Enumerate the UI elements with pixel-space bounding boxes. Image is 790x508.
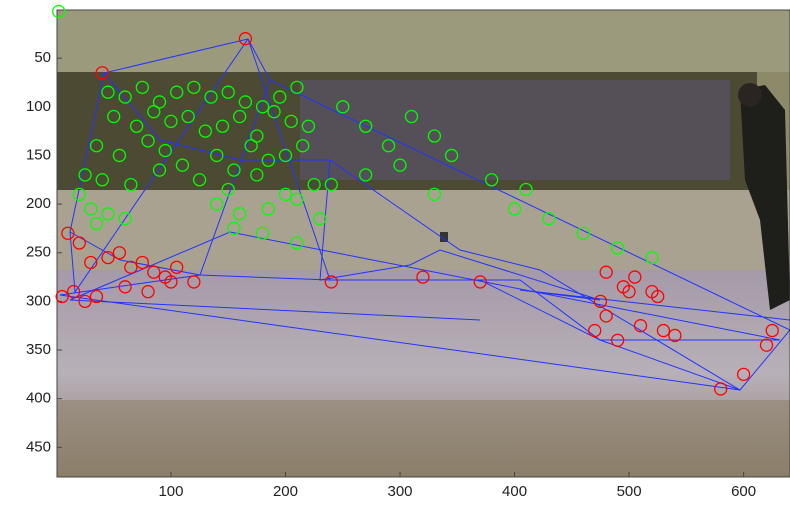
y-tick-label: 300 bbox=[26, 292, 51, 309]
x-tick-label: 200 bbox=[273, 483, 298, 500]
y-tick-label: 450 bbox=[26, 438, 51, 455]
background-image bbox=[57, 10, 790, 477]
x-tick-label: 500 bbox=[617, 483, 642, 500]
y-tick-label: 350 bbox=[26, 341, 51, 358]
y-tick-label: 250 bbox=[26, 244, 51, 261]
chart: 100 200 300 400 500 600 50 100 150 200 250 300 350 40… bbox=[0, 0, 790, 508]
x-tick-label: 300 bbox=[388, 483, 413, 500]
x-tick-label: 100 bbox=[158, 483, 183, 500]
y-tick-label: 400 bbox=[26, 390, 51, 407]
y-tick-label: 50 bbox=[34, 49, 51, 66]
y-tick-label: 200 bbox=[26, 195, 51, 212]
x-tick-label: 400 bbox=[502, 483, 527, 500]
y-tick-label: 150 bbox=[26, 146, 51, 163]
y-tick-label: 100 bbox=[26, 98, 51, 115]
x-tick-label: 600 bbox=[731, 483, 756, 500]
